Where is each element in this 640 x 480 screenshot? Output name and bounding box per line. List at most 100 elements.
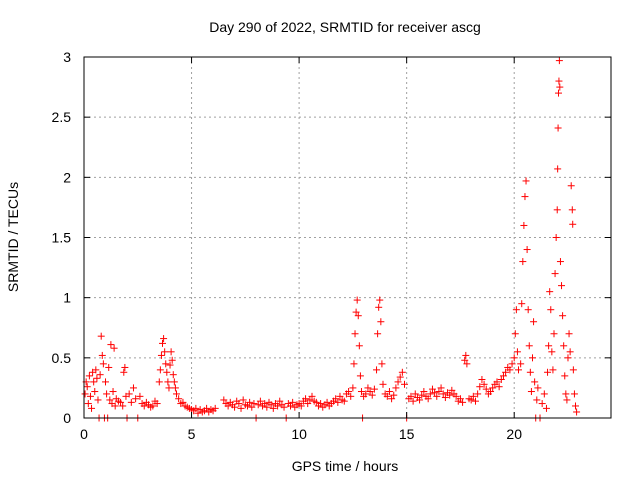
y-tick-label: 2	[63, 169, 71, 185]
data-point	[140, 402, 148, 410]
data-point	[398, 368, 406, 376]
data-point	[149, 402, 157, 410]
data-point	[564, 354, 572, 362]
data-point	[502, 368, 510, 376]
data-point	[211, 404, 219, 412]
data-point	[476, 383, 484, 391]
data-point	[572, 402, 580, 410]
data-point	[548, 348, 556, 356]
x-tick-label: 5	[188, 426, 196, 442]
x-tick-label: 20	[506, 426, 522, 442]
y-tick-label: 3	[63, 49, 71, 65]
data-point	[437, 384, 445, 392]
data-point	[448, 386, 456, 394]
data-point	[231, 403, 239, 411]
data-point	[110, 344, 118, 352]
data-point	[525, 342, 533, 350]
data-point	[302, 395, 310, 403]
data-point	[512, 306, 520, 314]
data-point	[499, 372, 507, 380]
data-point	[117, 398, 125, 406]
data-point	[428, 385, 436, 393]
data-point	[261, 400, 269, 408]
data-point	[510, 354, 518, 362]
data-point	[540, 390, 548, 398]
data-point	[103, 390, 111, 398]
data-point	[523, 246, 531, 254]
data-point	[416, 396, 424, 404]
data-point	[166, 361, 174, 369]
data-point	[513, 348, 521, 356]
data-point	[250, 400, 258, 408]
data-point	[364, 384, 372, 392]
data-point	[544, 368, 552, 376]
data-point	[493, 378, 501, 386]
data-point	[555, 89, 563, 97]
data-point	[461, 356, 469, 364]
data-point	[374, 330, 382, 338]
data-point	[98, 351, 106, 359]
data-point	[459, 398, 467, 406]
data-point	[356, 372, 364, 380]
data-point	[125, 390, 133, 398]
data-point	[565, 330, 573, 338]
data-point	[528, 354, 536, 362]
data-point	[132, 395, 140, 403]
data-point	[362, 390, 370, 398]
data-point	[192, 404, 200, 412]
data-point	[426, 390, 434, 398]
y-tick-label: 2.5	[52, 109, 72, 125]
data-point	[170, 378, 178, 386]
data-point	[407, 392, 415, 400]
data-point	[527, 388, 535, 396]
data-point	[520, 221, 528, 229]
data-point	[102, 378, 110, 386]
data-point	[317, 400, 325, 408]
data-point	[194, 409, 202, 417]
y-axis-label: SRMTID / TECUs	[5, 182, 21, 292]
data-point	[203, 404, 211, 412]
data-point	[554, 124, 562, 132]
data-point	[336, 392, 344, 400]
data-point	[533, 396, 541, 404]
data-point	[550, 330, 558, 338]
data-point	[538, 400, 546, 408]
data-point	[88, 404, 96, 412]
data-point	[545, 342, 553, 350]
data-point	[379, 380, 387, 388]
data-point	[243, 402, 251, 410]
data-point	[334, 398, 342, 406]
data-point	[353, 296, 361, 304]
data-point	[83, 383, 91, 391]
data-point	[93, 374, 101, 382]
data-point	[554, 165, 562, 173]
data-point	[81, 390, 89, 398]
data-point	[378, 360, 386, 368]
data-point	[256, 397, 264, 405]
data-point	[558, 282, 566, 290]
data-point	[373, 366, 381, 374]
data-point	[534, 384, 542, 392]
data-point	[99, 360, 107, 368]
data-point	[280, 403, 288, 411]
data-point	[91, 388, 99, 396]
data-point	[518, 300, 526, 308]
data-point	[121, 363, 129, 371]
data-point	[433, 392, 441, 400]
data-point	[570, 390, 578, 398]
data-point	[355, 342, 363, 350]
data-point	[237, 404, 245, 412]
data-point	[164, 378, 172, 386]
data-point	[511, 330, 519, 338]
data-point	[129, 384, 137, 392]
data-point	[559, 312, 567, 320]
data-point	[515, 366, 523, 374]
data-point	[569, 220, 577, 228]
x-axis-label: GPS time / hours	[292, 458, 399, 474]
data-point	[526, 368, 534, 376]
data-point	[111, 402, 119, 410]
data-point	[392, 384, 400, 392]
data-point	[84, 400, 92, 408]
data-point	[562, 390, 570, 398]
